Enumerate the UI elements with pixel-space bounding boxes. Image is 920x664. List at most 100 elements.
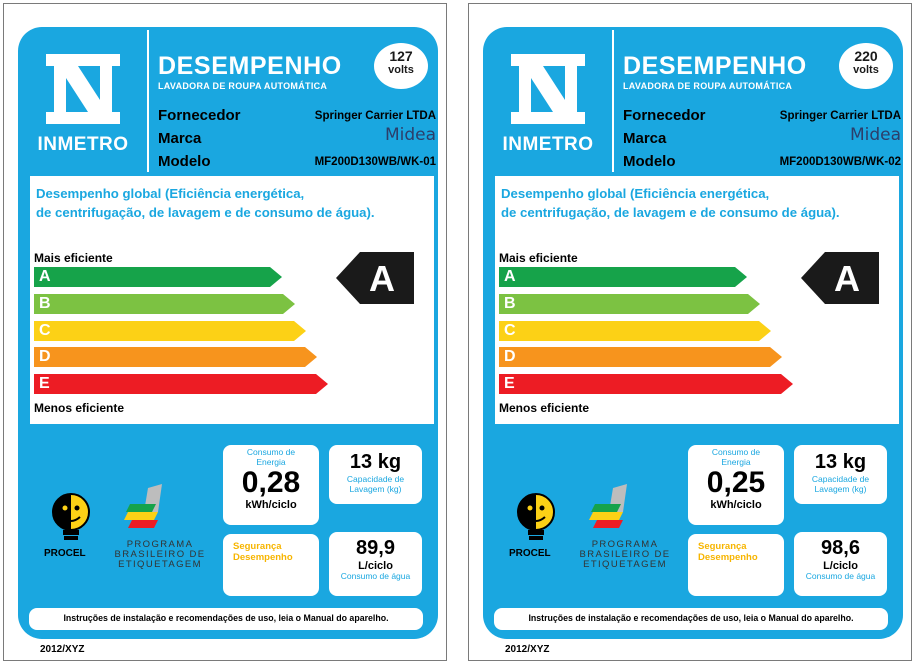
class-letter-e: E — [504, 375, 515, 392]
instructions-strip — [494, 608, 888, 630]
pbe-text: PROGRAMA BRASILEIRO DE ETIQUETAGEM — [575, 540, 675, 570]
pbe-line-2: BRASILEIRO DE — [114, 549, 206, 560]
class-bar-e — [499, 374, 793, 394]
label-year: 2012/XYZ — [505, 644, 550, 655]
inmetro-block: INMETRO — [22, 30, 144, 170]
rating-letter: A — [369, 258, 395, 299]
energy-consumption-box: Consumo de Energia 0,28 kWh/ciclo — [221, 443, 321, 527]
class-letter-d: D — [504, 348, 516, 365]
class-bar-b — [499, 294, 760, 314]
capacity-box: 13 kg Capacidade de Lavagem (kg) — [327, 443, 424, 506]
consumo-unit: kWh/ciclo — [710, 499, 762, 511]
inmetro-text: INMETRO — [502, 134, 594, 155]
fornecedor-value: Springer Carrier LTDA — [314, 110, 436, 122]
capacidade-value: 13 kg — [814, 451, 867, 473]
capacidade-label-1: Capacidade de — [346, 474, 405, 484]
class-letter-b: B — [504, 295, 516, 312]
agua-label: Consumo de água — [340, 571, 411, 581]
class-letter-c: C — [504, 322, 516, 339]
capacity-box: 13 kg Capacidade de Lavagem (kg) — [792, 443, 889, 506]
class-bar-a — [499, 267, 747, 287]
pbe-line-3: ETIQUETAGEM — [583, 559, 667, 570]
inmetro-text: INMETRO — [37, 134, 129, 155]
energy-consumption-box: Consumo de Energia 0,25 kWh/ciclo — [686, 443, 786, 527]
instructions-text: Instruções de instalação e recomendações… — [528, 613, 854, 623]
menos-eficiente-label: Menos eficiente — [499, 401, 590, 415]
seguranca-line-1: Segurança — [698, 541, 747, 552]
seguranca-line-1: Segurança — [233, 541, 282, 552]
class-bar-b — [34, 294, 295, 314]
seguranca-text: Segurança Desempenho — [233, 541, 293, 563]
pbe-logo-icon — [589, 484, 627, 528]
marca-label: Marca — [623, 130, 667, 147]
rating-arrow — [336, 252, 414, 304]
description-line-1: Desempenho global (Eficiência energética… — [36, 186, 305, 201]
consumo-label-1: Consumo de — [711, 447, 761, 457]
mais-eficiente-label: Mais eficiente — [499, 251, 578, 265]
class-letter-a: A — [504, 268, 516, 285]
consumo-value: 0,28 — [241, 466, 301, 499]
consumo-unit: kWh/ciclo — [245, 499, 297, 511]
agua-label: Consumo de água — [805, 571, 876, 581]
procel-text: PROCEL — [509, 548, 551, 559]
water-consumption-box: 98,6 L/ciclo Consumo de água — [792, 530, 889, 598]
seguranca-box: Segurança Desempenho — [686, 532, 786, 598]
modelo-value: MF200D130WB/WK-02 — [779, 156, 901, 168]
consumo-value: 0,25 — [706, 466, 766, 499]
consumo-label-2: Energia — [721, 456, 751, 467]
label-subtitle: LAVADORA DE ROUPA AUTOMÁTICA — [158, 81, 328, 91]
marca-value: Midea — [849, 125, 901, 145]
capacidade-label-1: Capacidade de — [811, 474, 870, 484]
agua-unit: L/ciclo — [358, 560, 393, 572]
agua-value: 89,9 — [356, 537, 395, 559]
class-bar-c — [34, 321, 306, 341]
menos-eficiente-label: Menos eficiente — [34, 401, 125, 415]
pbe-line-1: PROGRAMA — [126, 539, 194, 550]
capacidade-label-2: Lavagem (kg) — [349, 483, 402, 494]
agua-unit: L/ciclo — [823, 560, 858, 572]
fornecedor-value: Springer Carrier LTDA — [779, 110, 901, 122]
agua-value: 98,6 — [821, 537, 860, 559]
class-bar-e — [34, 374, 328, 394]
pbe-logo-icon — [124, 484, 162, 528]
modelo-label: Modelo — [623, 153, 676, 170]
class-letter-c: C — [39, 322, 51, 339]
class-letter-e: E — [39, 375, 50, 392]
class-bar-d — [499, 347, 782, 367]
description-line-2: de centrifugação, de lavagem e de consum… — [36, 205, 375, 220]
procel-bulb-icon — [517, 493, 555, 540]
class-letter-d: D — [39, 348, 51, 365]
performance-description: Desempenho global (Eficiência energética… — [36, 184, 436, 222]
fornecedor-label: Fornecedor — [158, 107, 241, 124]
inmetro-logo-icon — [511, 54, 585, 124]
inmetro-logo-icon — [46, 54, 120, 124]
label-subtitle: LAVADORA DE ROUPA AUTOMÁTICA — [623, 81, 793, 91]
capacidade-value: 13 kg — [349, 451, 402, 473]
voltage-badge: 220 volts — [839, 43, 893, 89]
consumo-label-1: Consumo de — [246, 447, 296, 457]
header-divider — [612, 30, 614, 172]
consumo-label-2: Energia — [256, 456, 286, 467]
class-bar-c — [499, 321, 771, 341]
voltage-unit: volts — [388, 64, 414, 76]
mais-eficiente-label: Mais eficiente — [34, 251, 113, 265]
rating-arrow — [801, 252, 879, 304]
description-line-1: Desempenho global (Eficiência energética… — [501, 186, 770, 201]
label-title: DESEMPENHO — [158, 52, 342, 80]
pbe-line-3: ETIQUETAGEM — [118, 559, 202, 570]
voltage-badge: 127 volts — [374, 43, 428, 89]
label-frame — [3, 3, 447, 661]
voltage-value: 127 — [389, 48, 413, 64]
label-title: DESEMPENHO — [623, 52, 807, 80]
marca-label: Marca — [158, 130, 202, 147]
modelo-value: MF200D130WB/WK-01 — [314, 156, 436, 168]
seguranca-line-2: Desempenho — [698, 552, 758, 563]
description-line-2: de centrifugação, de lavagem e de consum… — [501, 205, 840, 220]
seguranca-line-2: Desempenho — [233, 552, 293, 563]
energy-label-1: INMETRO DESEMPENHO LAVADORA DE ROUPA AUT… — [0, 0, 450, 664]
label-year: 2012/XYZ — [40, 644, 85, 655]
pbe-text: PROGRAMA BRASILEIRO DE ETIQUETAGEM — [110, 540, 210, 570]
header-divider — [147, 30, 149, 172]
energy-label-2: INMETRO DESEMPENHO LAVADORA DE ROUPA AUT… — [465, 0, 915, 664]
modelo-label: Modelo — [158, 153, 211, 170]
